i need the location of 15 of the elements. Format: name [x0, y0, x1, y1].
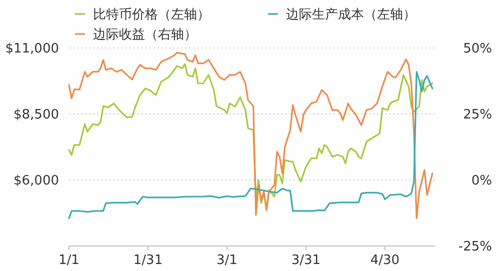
y2-tick-label: 50% — [463, 42, 492, 57]
x-tick-label: 1/31 — [133, 253, 163, 268]
x-tick-label: 3/31 — [291, 253, 321, 268]
y2-tick-label: -25% — [458, 240, 492, 255]
y-tick-label: $6,000 — [14, 174, 59, 189]
x-tick-label: 3/1 — [216, 253, 238, 268]
y2-tick-label: 0% — [471, 174, 492, 189]
legend-label: 比特币价格（左轴） — [93, 8, 210, 23]
legend-label: 边际生产成本（左轴） — [286, 8, 416, 23]
x-tick-label: 1/1 — [58, 253, 80, 268]
y-tick-label: $8,500 — [14, 108, 59, 123]
y-tick-label: $11,000 — [5, 42, 59, 57]
y2-tick-label: 25% — [463, 108, 492, 123]
legend-label: 边际收益（右轴） — [93, 28, 197, 43]
x-tick-label: 4/30 — [370, 253, 400, 268]
